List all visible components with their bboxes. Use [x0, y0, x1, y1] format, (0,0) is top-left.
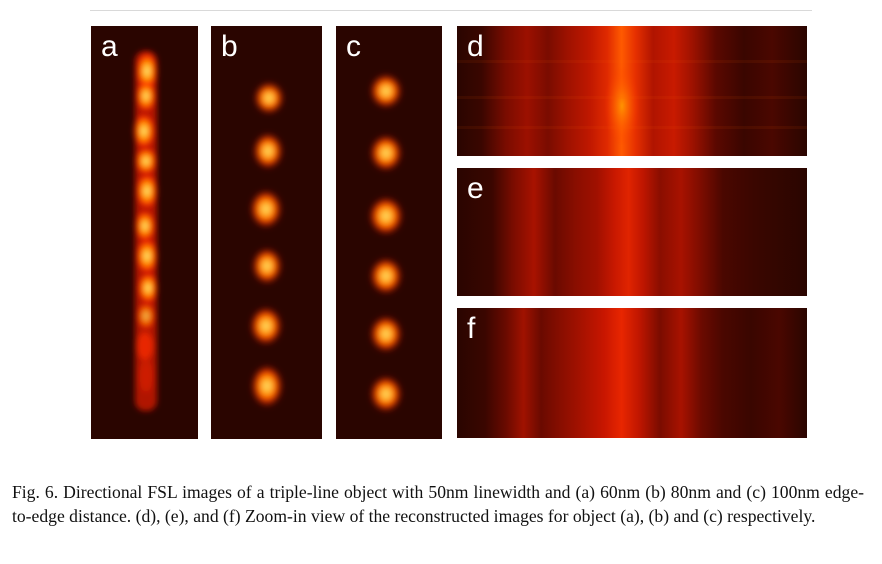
- panel-b-heatmap: [211, 26, 322, 439]
- panel-b-image: b: [211, 26, 322, 439]
- panel-c-image: c: [336, 26, 442, 439]
- top-rule: [90, 10, 812, 11]
- panel-a-heatmap: [91, 26, 198, 439]
- panel-e-heatmap: [457, 168, 807, 296]
- panel-a-image: a: [91, 26, 198, 439]
- panel-d-heatmap: [457, 26, 807, 156]
- panel-c-label: c: [346, 30, 361, 63]
- panel-b-label: b: [221, 30, 238, 63]
- panel-d-label: d: [467, 30, 484, 63]
- panel-f-label: f: [467, 312, 476, 345]
- panel-f-heatmap: [457, 308, 807, 438]
- figure-caption: Fig. 6. Directional FSL images of a trip…: [12, 482, 864, 526]
- panel-a-label: a: [101, 30, 118, 63]
- panel-f-image: f: [457, 308, 807, 438]
- panel-d-image: d: [457, 26, 807, 156]
- panel-e-label: e: [467, 172, 484, 205]
- panel-c-heatmap: [336, 26, 442, 439]
- panel-e-image: e: [457, 168, 807, 296]
